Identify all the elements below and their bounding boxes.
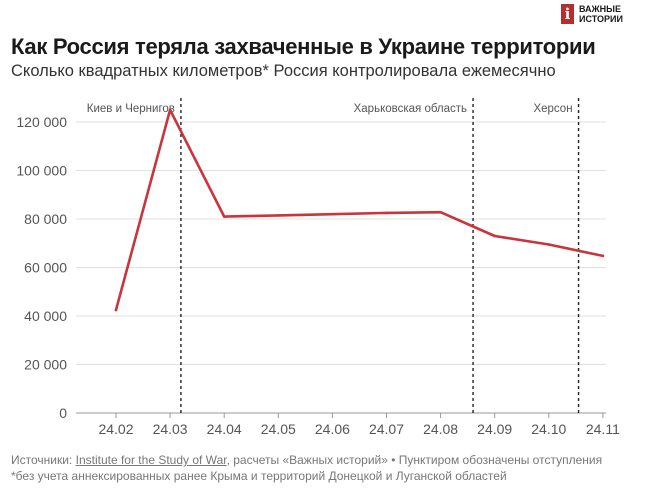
x-tick-label: 24.10 [531,421,566,437]
x-tick-label: 24.04 [207,421,242,437]
x-tick-label: 24.02 [98,421,133,437]
x-tick-label: 24.07 [369,421,404,437]
sources-note: Источники: Institute for the Study of Wa… [11,453,602,467]
x-tick-label: 24.09 [477,421,512,437]
event-label: Херсон [533,103,572,115]
data-point [439,210,442,214]
x-tick-label: 24.08 [423,421,458,437]
data-point [493,234,497,238]
y-tick-label: 0 [59,405,67,421]
y-tick-label: 60 000 [24,260,67,276]
data-point [547,243,551,246]
series-line [114,108,605,312]
logo-line-1: ВАЖНЫЕ [579,4,621,14]
data-point [114,308,118,312]
logo: i ВАЖНЫЕ ИСТОРИИ [561,4,623,24]
logo-line-2: ИСТОРИИ [579,14,623,24]
y-tick-label: 120 000 [16,114,67,130]
data-point [222,215,226,218]
data-point [168,108,172,112]
x-tick-label: 24.03 [153,421,188,437]
chart-title: Как Россия теряла захваченные в Украине … [11,34,596,59]
logo-text: ВАЖНЫЕ ИСТОРИИ [579,4,623,24]
source-link[interactable]: Institute for the Study of War [75,453,227,467]
x-tick-label: 24.11 [586,421,620,437]
logo-mark: i [561,4,574,24]
chart-subtitle: Сколько квадратных километров* Россия ко… [11,62,556,80]
sources-rest: , расчеты «Важных историй» • Пунктиром о… [226,453,603,467]
footnote: *без учета аннексированных ранее Крыма и… [11,469,507,483]
y-tick-label: 20 000 [24,357,67,373]
sources-label: Источники: [11,453,76,467]
x-tick-label: 24.05 [261,421,296,437]
y-tick-label: 100 000 [16,163,67,179]
event-label: Харьковская область [354,103,467,115]
data-point [385,211,388,215]
y-tick-label: 80 000 [24,211,67,227]
data-point [331,212,334,216]
event-label: Киев и Чернигов [87,103,175,115]
data-point [277,214,280,217]
y-tick-label: 40 000 [24,308,67,324]
data-point [601,254,605,258]
x-tick-label: 24.06 [315,421,350,437]
